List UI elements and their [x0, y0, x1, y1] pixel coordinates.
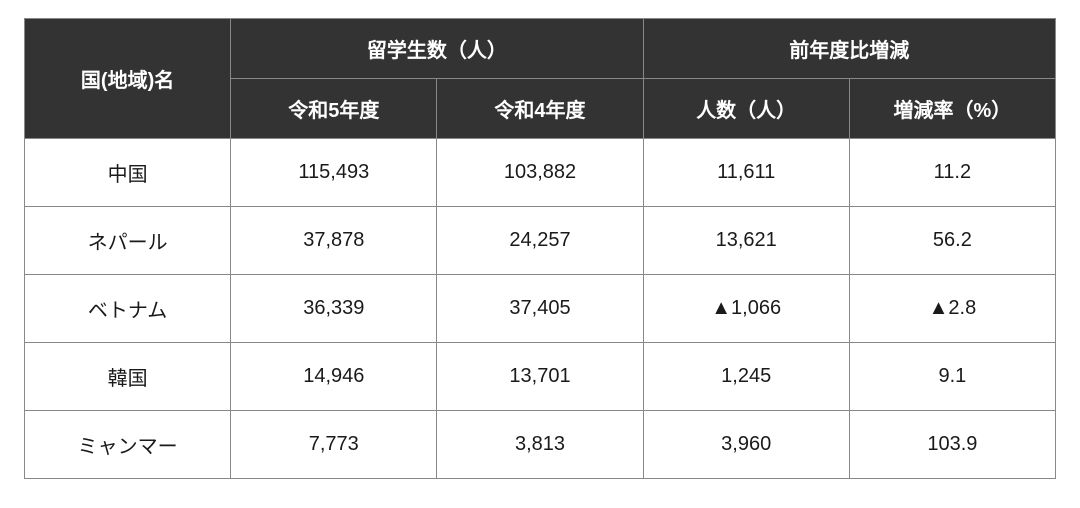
- students-table: 国(地域)名 留学生数（人） 前年度比増減 令和5年度 令和4年度 人数（人） …: [24, 18, 1056, 479]
- cell-change-count: 3,960: [643, 411, 849, 479]
- cell-country: ベトナム: [25, 275, 231, 343]
- header-change-group: 前年度比増減: [643, 19, 1055, 79]
- cell-country: 中国: [25, 139, 231, 207]
- cell-r5: 7,773: [231, 411, 437, 479]
- cell-r4: 13,701: [437, 343, 643, 411]
- table-row: 中国 115,493 103,882 11,611 11.2: [25, 139, 1056, 207]
- cell-change-count: 11,611: [643, 139, 849, 207]
- header-change-count: 人数（人）: [643, 79, 849, 139]
- cell-country: 韓国: [25, 343, 231, 411]
- table-row: ベトナム 36,339 37,405 ▲1,066 ▲2.8: [25, 275, 1056, 343]
- cell-change-rate: ▲2.8: [849, 275, 1055, 343]
- table-row: 韓国 14,946 13,701 1,245 9.1: [25, 343, 1056, 411]
- cell-r5: 36,339: [231, 275, 437, 343]
- cell-r5: 115,493: [231, 139, 437, 207]
- cell-change-rate: 103.9: [849, 411, 1055, 479]
- cell-r4: 103,882: [437, 139, 643, 207]
- cell-r5: 14,946: [231, 343, 437, 411]
- cell-r5: 37,878: [231, 207, 437, 275]
- header-students-group: 留学生数（人）: [231, 19, 643, 79]
- cell-change-count: 13,621: [643, 207, 849, 275]
- table-row: ミャンマー 7,773 3,813 3,960 103.9: [25, 411, 1056, 479]
- cell-r4: 3,813: [437, 411, 643, 479]
- header-year-r4: 令和4年度: [437, 79, 643, 139]
- cell-change-rate: 9.1: [849, 343, 1055, 411]
- cell-r4: 24,257: [437, 207, 643, 275]
- cell-country: ネパール: [25, 207, 231, 275]
- cell-change-rate: 56.2: [849, 207, 1055, 275]
- cell-change-count: 1,245: [643, 343, 849, 411]
- cell-change-count: ▲1,066: [643, 275, 849, 343]
- cell-r4: 37,405: [437, 275, 643, 343]
- table-row: ネパール 37,878 24,257 13,621 56.2: [25, 207, 1056, 275]
- header-change-rate: 増減率（%）: [849, 79, 1055, 139]
- header-year-r5: 令和5年度: [231, 79, 437, 139]
- cell-country: ミャンマー: [25, 411, 231, 479]
- cell-change-rate: 11.2: [849, 139, 1055, 207]
- header-country: 国(地域)名: [25, 19, 231, 139]
